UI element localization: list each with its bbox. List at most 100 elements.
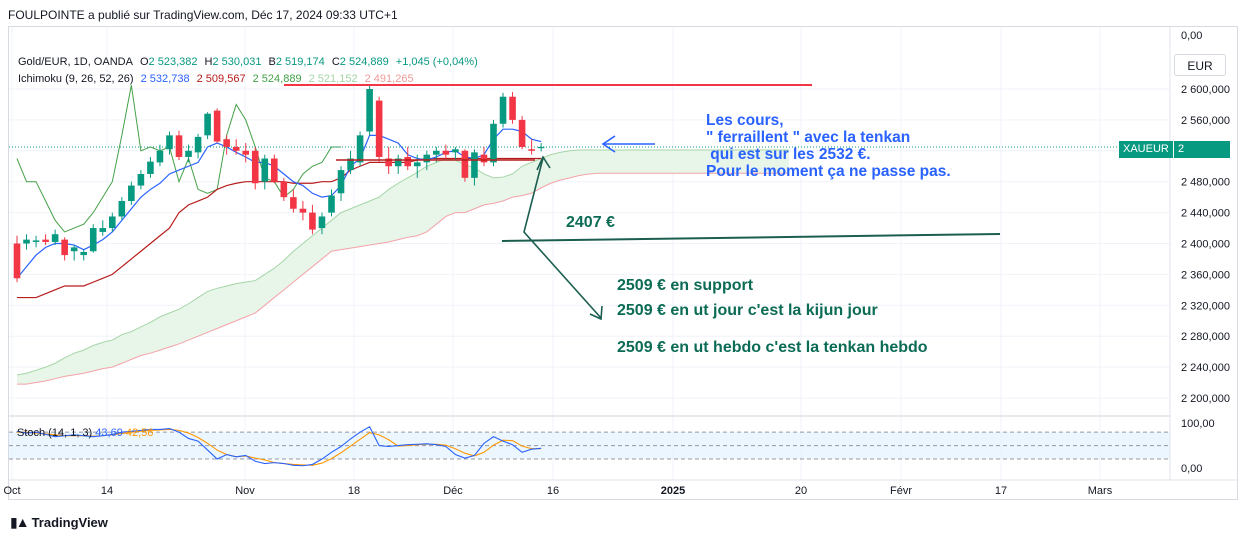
price-tick-label: 0,00 [1181,30,1202,42]
candles [13,85,545,283]
candle-body [318,216,326,229]
kijun-value: 2 509,567 [196,73,246,85]
price-tick-label: 2 200,000 [1181,393,1230,405]
tradingview-logo[interactable]: ▮▲ TradingView [10,514,108,531]
candle-body [32,240,40,242]
candle-body [80,251,88,256]
candle-body [385,158,392,167]
open-value: 2 523,382 [148,56,198,68]
stoch-k-line [16,426,542,467]
price-tick-label: 2 560,000 [1181,115,1230,127]
level-2407-label: 2407 € [566,214,615,231]
time-tick-label: 20 [795,485,807,497]
support-note-2: 2509 € en ut jour c'est la kijun jour [617,302,878,319]
candle-body [509,96,516,120]
candle-body [423,154,431,163]
candle-body [185,150,192,157]
candle-body [42,239,49,242]
candle-body [137,173,145,186]
candle-body [537,147,545,149]
high-value: 2 530,031 [212,56,262,68]
ichimoku-label[interactable]: Ichimoku (9, 26, 52, 26) [18,73,134,85]
candle-body [280,181,288,198]
candle-body [232,146,240,151]
candle-body [175,135,183,157]
candle-body [442,150,450,155]
candle-body [337,170,345,194]
candle-body [480,154,488,163]
time-tick-label: Févr [890,485,912,497]
ichimoku-cloud [16,149,789,385]
span-b-line [17,172,789,385]
ohlc-legend: Gold/EUR, 1D, OANDA O2 523,382 H2 530,03… [18,56,482,68]
candle-body [290,197,297,209]
stoch-tick-label: 100,00 [1181,418,1215,430]
candle-body [70,247,78,252]
span-b-value: 2 491,265 [364,73,414,85]
publish-header: FOULPOINTE a publié sur TradingView.com,… [8,8,398,22]
candle-body [156,150,164,163]
green-arrow-head-up [536,155,551,171]
candle-body [271,158,278,182]
grid-lines [9,27,1170,480]
time-tick-label: Oct [3,485,20,497]
time-tick-label: 17 [995,485,1007,497]
stoch-label[interactable]: Stoch (14, 1, 3) [17,427,93,439]
stoch-legend: Stoch (14, 1, 3) 43,69 42,56 [17,427,153,439]
stoch-band [9,432,1170,460]
close-value: 2 524,889 [339,56,389,68]
drawings [284,84,1001,321]
candle-body [118,201,126,217]
candle-body [261,158,269,182]
candle-body [394,158,402,167]
time-tick-label: Déc [443,485,463,497]
last-price-tag: 2 524,889 [1174,141,1230,172]
tradingview-icon: ▮▲ [10,514,30,530]
span-a-value: 2 521,152 [308,73,358,85]
candle-body [452,149,459,153]
annotation-blue-line: qui est sur les 2532 €. [706,146,871,163]
candle-body [99,228,107,232]
green-arrow-path [523,157,602,319]
annotation-blue-line: Pour le moment ça ne passe pas. [706,163,951,180]
close-label: C [331,56,340,68]
green-arrow-head-down [589,305,603,321]
price-tick-label: 2 400,000 [1181,239,1230,251]
candle-body [499,96,507,124]
candle-body [251,150,259,184]
candle-body [23,239,30,244]
candle-body [328,195,335,213]
candle-body [347,158,354,171]
support-note-1: 2509 € en support [617,277,754,294]
candle-body [461,150,469,178]
stoch-k-value: 43,69 [95,427,123,439]
candle-body [309,212,316,230]
chart-frame [8,26,1238,500]
stochastic-pane [9,415,1170,467]
candle-body [51,234,59,242]
tenkan-value: 2 532,738 [140,73,190,85]
price-tick-label: 2 240,000 [1181,362,1230,374]
candle-body [366,89,373,132]
span-a-line [16,149,789,376]
time-tick-label: 2025 [661,485,685,497]
candle-body [61,239,68,256]
candle-body [375,100,383,157]
annotation-blue-line: Les cours, [706,112,784,129]
open-label: O [139,56,149,68]
candle-body [128,185,135,202]
currency-selector[interactable]: EUR [1174,54,1226,76]
brand-name: TradingView [31,515,108,530]
annotation-blue-line: " ferraillent " avec la tenkan [706,129,911,146]
price-tick-label: 2 480,000 [1181,177,1230,189]
price-tick-label: 2 360,000 [1181,269,1230,281]
time-tick-label: 14 [101,485,113,497]
symbol-label[interactable]: Gold/EUR, 1D, OANDA [18,56,133,68]
change-value: +1,045 (+0,04%) [395,56,478,68]
candle-body [194,136,202,153]
price-tick-label: 2 280,000 [1181,331,1230,343]
candle-body [404,156,412,167]
low-label: B [268,56,276,68]
